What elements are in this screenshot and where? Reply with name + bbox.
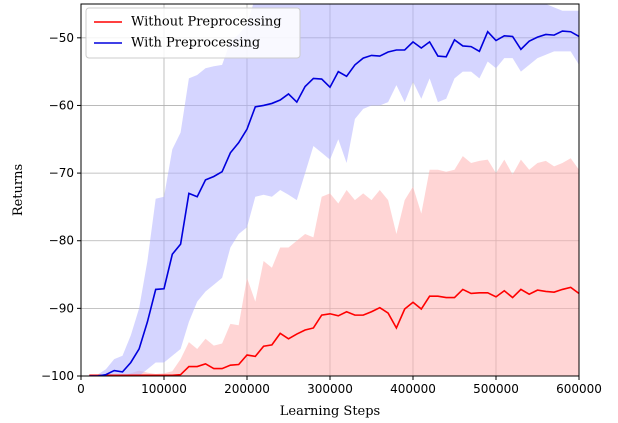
x-tick-label: 200000: [224, 382, 270, 396]
legend-label: Without Preprocessing: [131, 15, 282, 30]
x-tick-label: 0: [77, 382, 85, 396]
y-tick-label: −50: [49, 31, 74, 45]
legend-label: With Preprocessing: [131, 36, 260, 51]
series-line: [89, 30, 579, 376]
x-tick-label: 300000: [307, 382, 353, 396]
y-tick-label: −100: [41, 369, 74, 383]
x-tick-label: 100000: [141, 382, 187, 396]
x-tick-label: 500000: [473, 382, 519, 396]
y-tick-label: −80: [49, 234, 74, 248]
y-tick-label: −90: [49, 301, 74, 315]
y-axis-label: Returns: [11, 164, 26, 216]
confidence-band: [89, 156, 579, 376]
x-axis-label: Learning Steps: [280, 404, 380, 419]
confidence-band: [89, 4, 579, 376]
y-tick-label: −60: [49, 98, 74, 112]
legend-box: [85, 7, 301, 59]
x-tick-label: 600000: [556, 382, 602, 396]
series-line: [89, 286, 579, 376]
y-tick-label: −70: [49, 166, 74, 180]
x-tick-label: 400000: [390, 382, 436, 396]
